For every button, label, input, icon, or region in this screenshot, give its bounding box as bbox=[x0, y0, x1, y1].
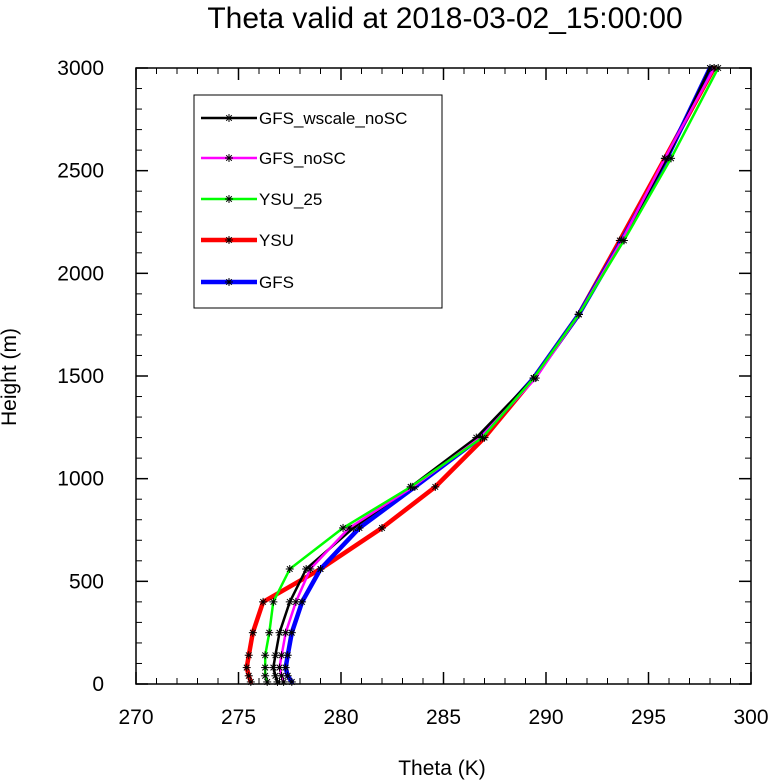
data-point-marker bbox=[406, 482, 415, 491]
legend: GFS_wscale_noSC GFS_noSC YSU_25 YSU GFS bbox=[193, 94, 443, 309]
data-point-marker bbox=[667, 154, 676, 163]
data-point-marker bbox=[242, 663, 251, 672]
legend-label: GFS_noSC bbox=[259, 149, 346, 168]
data-point-marker bbox=[259, 597, 268, 606]
y-tick-label: 2500 bbox=[57, 160, 104, 183]
x-tick-label: 290 bbox=[528, 706, 563, 729]
data-point-marker bbox=[269, 597, 278, 606]
axis-ticks: 270 275 280 285 290 295 3000500100015002000250… bbox=[57, 57, 768, 729]
x-tick-label: 285 bbox=[426, 706, 461, 729]
data-point-marker bbox=[244, 671, 253, 680]
legend-entry-ysu: YSU bbox=[201, 231, 294, 250]
series-lines bbox=[242, 64, 723, 686]
data-point-marker bbox=[275, 628, 284, 637]
data-point-marker bbox=[287, 677, 296, 686]
data-point-marker bbox=[378, 523, 386, 532]
legend-entry-ysu-25: YSU_25 bbox=[201, 190, 322, 209]
legend-marker bbox=[225, 154, 233, 162]
data-point-marker bbox=[248, 628, 257, 637]
data-point-marker bbox=[271, 671, 280, 680]
x-tick-label: 270 bbox=[118, 706, 153, 729]
data-point-marker bbox=[574, 310, 583, 319]
data-point-marker bbox=[281, 663, 290, 672]
data-point-marker bbox=[287, 628, 296, 637]
data-point-marker bbox=[316, 565, 325, 574]
y-tick-label: 3000 bbox=[57, 57, 104, 80]
legend-entry-gfs-nosc: GFS_noSC bbox=[201, 149, 346, 168]
data-point-marker bbox=[271, 651, 280, 660]
y-tick-label: 0 bbox=[92, 673, 104, 696]
data-point-marker bbox=[529, 374, 538, 383]
x-axis-title: Theta (K) bbox=[398, 757, 486, 780]
data-point-marker bbox=[306, 565, 315, 574]
legend-label: GFS_wscale_noSC bbox=[259, 109, 407, 128]
y-tick-label: 500 bbox=[69, 570, 104, 593]
data-point-marker bbox=[263, 677, 272, 686]
data-point-marker bbox=[279, 677, 288, 686]
data-point-marker bbox=[431, 482, 440, 491]
legend-marker bbox=[225, 278, 233, 286]
x-tick-label: 300 bbox=[733, 706, 768, 729]
data-point-marker bbox=[275, 663, 284, 672]
legend-box bbox=[193, 94, 443, 309]
data-point-marker bbox=[246, 677, 255, 686]
data-point-marker bbox=[714, 64, 723, 72]
legend-label: YSU_25 bbox=[259, 190, 322, 209]
data-point-marker bbox=[291, 597, 300, 606]
legend-label: YSU bbox=[259, 231, 294, 250]
data-point-marker bbox=[261, 651, 270, 660]
y-axis-title: Height (m) bbox=[0, 328, 21, 426]
data-point-marker bbox=[619, 236, 628, 245]
data-point-marker bbox=[277, 651, 286, 660]
data-point-marker bbox=[478, 433, 487, 442]
data-point-marker bbox=[339, 523, 348, 532]
y-tick-label: 2000 bbox=[57, 262, 104, 285]
legend-label: GFS bbox=[259, 273, 294, 292]
x-tick-label: 295 bbox=[631, 706, 666, 729]
chart-title: Theta valid at 2018-03-02_15:00:00 bbox=[207, 2, 682, 35]
data-point-marker bbox=[261, 663, 270, 672]
data-point-marker bbox=[265, 628, 274, 637]
x-tick-label: 275 bbox=[221, 706, 256, 729]
legend-marker bbox=[225, 195, 233, 203]
y-tick-label: 1000 bbox=[57, 468, 104, 491]
y-tick-label: 1500 bbox=[57, 365, 104, 388]
legend-marker bbox=[225, 114, 233, 122]
data-point-marker bbox=[261, 671, 270, 680]
data-point-marker bbox=[285, 565, 294, 574]
data-point-marker bbox=[281, 628, 290, 637]
legend-entry-gfs: GFS bbox=[201, 273, 294, 292]
legend-marker bbox=[225, 236, 233, 244]
data-point-marker bbox=[277, 671, 286, 680]
series-ysu-25 bbox=[261, 64, 723, 686]
x-tick-label: 280 bbox=[323, 706, 358, 729]
legend-entry-gfs-wscale-nosc: GFS_wscale_noSC bbox=[201, 109, 407, 128]
data-point-marker bbox=[244, 651, 253, 660]
